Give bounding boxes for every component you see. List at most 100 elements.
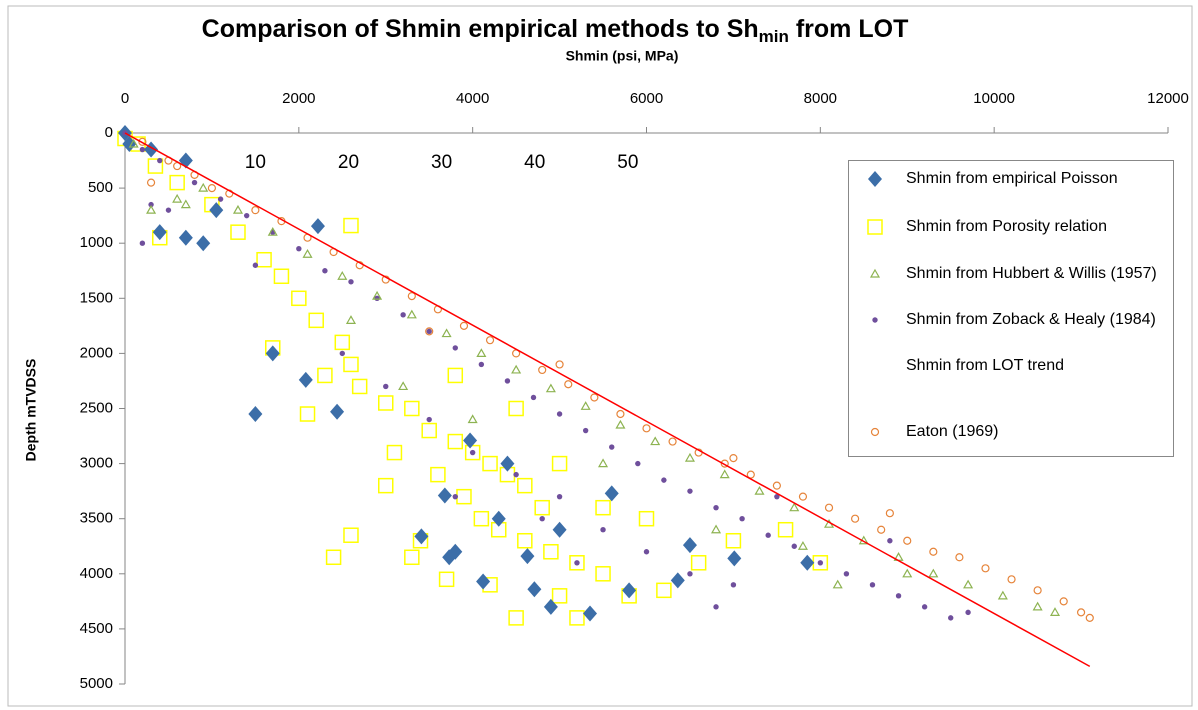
legend-symbol bbox=[870, 427, 880, 437]
data-point bbox=[643, 549, 650, 555]
data-point bbox=[895, 593, 902, 599]
data-point bbox=[325, 549, 342, 566]
data-point bbox=[404, 549, 420, 566]
y-tick-label: 3500 bbox=[80, 510, 113, 527]
data-point bbox=[877, 525, 886, 534]
legend-marker bbox=[868, 171, 882, 187]
data-point bbox=[296, 246, 302, 252]
data-point bbox=[583, 605, 598, 622]
data-point bbox=[777, 521, 794, 538]
data-point bbox=[527, 581, 542, 598]
data-point bbox=[476, 573, 491, 590]
data-point bbox=[843, 571, 850, 577]
data-point bbox=[508, 400, 524, 417]
data-point bbox=[508, 610, 524, 626]
data-point bbox=[530, 394, 537, 401]
data-point bbox=[426, 328, 432, 335]
data-point bbox=[383, 383, 389, 390]
data-point bbox=[447, 433, 464, 450]
data-point bbox=[485, 336, 495, 345]
data-point bbox=[180, 199, 191, 209]
legend-label: Shmin from Zoback & Healy (1984) bbox=[906, 311, 1156, 328]
data-point bbox=[965, 609, 971, 616]
data-point bbox=[824, 503, 834, 512]
chart-frame bbox=[7, 5, 1193, 707]
data-point bbox=[850, 514, 860, 523]
data-point bbox=[217, 196, 224, 202]
x-tick-label: 6000 bbox=[630, 90, 663, 107]
x-tick-label: 2000 bbox=[282, 90, 315, 107]
data-point bbox=[668, 437, 677, 446]
data-point bbox=[198, 182, 209, 192]
series-1 bbox=[117, 130, 829, 626]
data-point bbox=[122, 136, 137, 153]
data-point bbox=[459, 321, 469, 330]
data-point bbox=[169, 174, 185, 191]
data-point bbox=[425, 327, 434, 336]
data-point bbox=[148, 201, 154, 208]
data-point bbox=[928, 568, 939, 578]
data-point bbox=[491, 510, 506, 527]
data-point bbox=[1085, 613, 1094, 622]
data-point bbox=[196, 235, 211, 252]
data-point bbox=[463, 432, 478, 449]
data-point bbox=[322, 268, 328, 274]
data-point bbox=[687, 571, 693, 577]
data-point bbox=[400, 312, 406, 318]
data-point bbox=[955, 553, 964, 562]
data-point bbox=[600, 527, 606, 533]
data-point bbox=[348, 279, 354, 285]
series-0 bbox=[118, 125, 815, 622]
data-point bbox=[243, 212, 250, 219]
data-point bbox=[351, 378, 368, 395]
data-point bbox=[404, 400, 420, 417]
data-point bbox=[252, 262, 259, 268]
data-point bbox=[903, 536, 912, 545]
legend-marker bbox=[867, 219, 883, 235]
data-point bbox=[256, 251, 272, 268]
data-point bbox=[729, 453, 738, 463]
data-point bbox=[1049, 607, 1061, 616]
data-point bbox=[273, 268, 290, 285]
legend: Shmin from empirical Poisson Shmin from P… bbox=[848, 160, 1174, 457]
data-point bbox=[727, 550, 742, 567]
data-point bbox=[128, 138, 139, 148]
data-point bbox=[713, 504, 719, 511]
data-point bbox=[580, 401, 591, 410]
data-point bbox=[138, 137, 147, 146]
y-tick-label: 5000 bbox=[80, 675, 113, 692]
data-point bbox=[948, 615, 954, 621]
data-point bbox=[467, 414, 478, 424]
data-point bbox=[551, 455, 568, 472]
data-point bbox=[414, 528, 429, 545]
data-point bbox=[302, 249, 313, 258]
title-text: Comparison of Shmin empirical methods to… bbox=[202, 15, 759, 43]
data-point bbox=[152, 224, 167, 241]
x-tick-label: 12000 bbox=[1147, 90, 1189, 107]
data-point bbox=[511, 364, 522, 374]
data-point bbox=[622, 582, 637, 599]
data-point bbox=[452, 345, 458, 351]
data-point bbox=[929, 547, 938, 556]
data-point bbox=[1032, 601, 1043, 611]
title-subscript: min bbox=[759, 27, 789, 46]
data-point bbox=[421, 422, 437, 439]
data-point bbox=[447, 367, 464, 384]
data-point bbox=[670, 572, 685, 589]
data-point bbox=[520, 548, 535, 565]
data-point bbox=[147, 158, 164, 174]
data-point bbox=[800, 554, 815, 571]
data-point bbox=[902, 568, 913, 578]
data-point bbox=[441, 328, 452, 338]
data-point bbox=[661, 477, 667, 483]
x-tick-label: 4000 bbox=[456, 90, 489, 107]
legend-symbol bbox=[867, 219, 883, 235]
legend-marker bbox=[869, 268, 881, 278]
data-point bbox=[719, 469, 730, 479]
legend-label: Shmin from LOT trend bbox=[906, 357, 1064, 374]
data-point bbox=[146, 178, 156, 187]
data-point bbox=[887, 538, 893, 544]
data-point bbox=[574, 560, 580, 566]
data-point bbox=[595, 499, 611, 516]
legend-label: Shmin from Hubbert & Willis (1957) bbox=[906, 265, 1157, 282]
